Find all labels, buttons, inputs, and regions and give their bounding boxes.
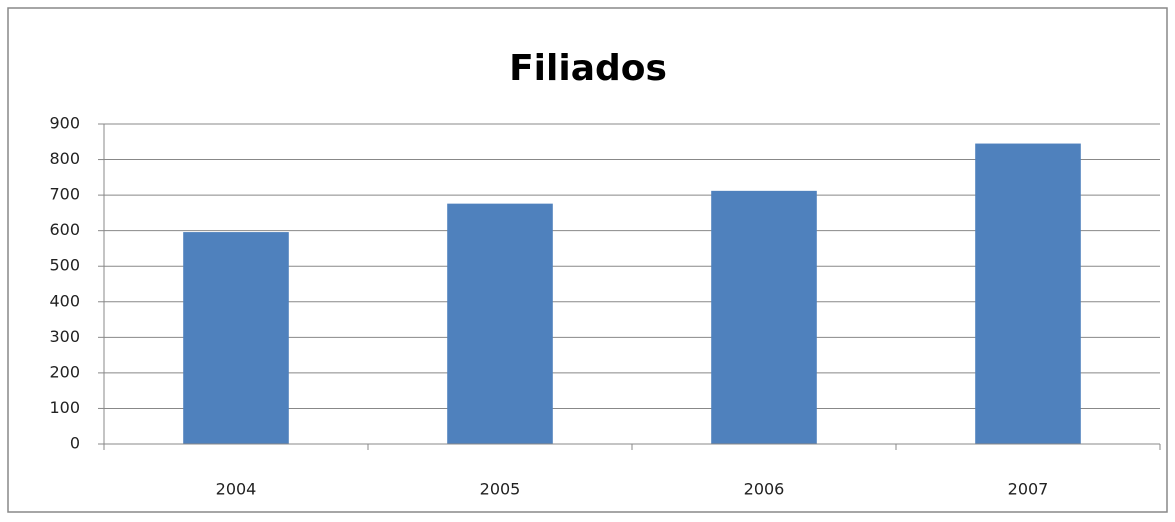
y-tick-label: 100 <box>49 398 80 417</box>
y-tick-label: 0 <box>70 434 80 453</box>
y-tick-label: 900 <box>49 114 80 133</box>
x-tick-label: 2005 <box>480 480 521 499</box>
bar <box>447 203 553 444</box>
y-tick-label: 500 <box>49 256 80 275</box>
bar <box>975 143 1081 445</box>
y-tick-label: 200 <box>49 362 80 381</box>
y-tick-label: 300 <box>49 327 80 346</box>
y-tick-label: 600 <box>49 220 80 239</box>
x-tick-label: 2006 <box>744 480 785 499</box>
y-tick-label: 700 <box>49 185 80 204</box>
y-tick-label: 400 <box>49 291 80 310</box>
y-tick-label: 800 <box>49 149 80 168</box>
x-tick-label: 2004 <box>216 480 257 499</box>
bar <box>183 232 289 444</box>
x-tick-label: 2007 <box>1008 480 1049 499</box>
chart-title: Filiados <box>509 48 667 89</box>
bar <box>711 190 817 444</box>
